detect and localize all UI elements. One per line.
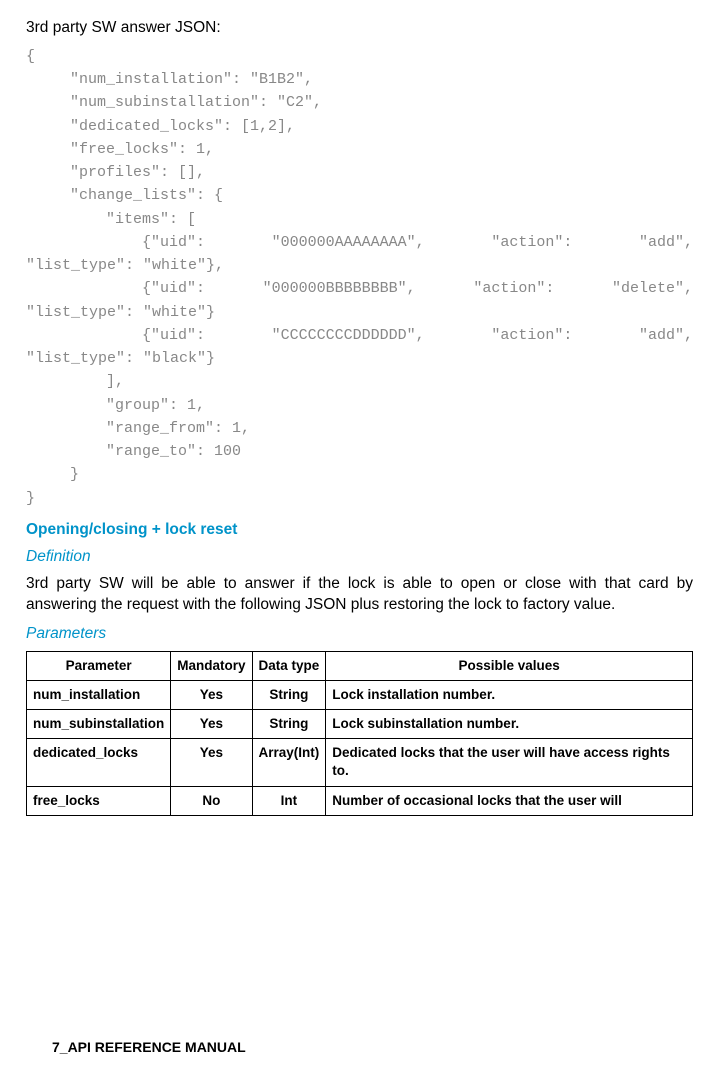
cell-datatype: String [252,680,326,709]
json-line: "range_to": 100 [26,440,693,463]
cell-parameter: num_installation [27,680,171,709]
definition-text: 3rd party SW will be able to answer if t… [26,574,693,616]
cell-parameter: dedicated_locks [27,739,171,786]
json-line: {"uid": "CCCCCCCCDDDDDD", "action": "add… [26,324,693,347]
th-datatype: Data type [252,651,326,680]
th-parameter: Parameter [27,651,171,680]
cell-values: Dedicated locks that the user will have … [326,739,693,786]
cell-mandatory: Yes [171,739,252,786]
table-row: free_locksNoIntNumber of occasional lock… [27,786,693,815]
parameters-table: Parameter Mandatory Data type Possible v… [26,651,693,816]
cell-values: Lock subinstallation number. [326,709,693,738]
section-heading: Opening/closing + lock reset [26,520,693,541]
cell-mandatory: No [171,786,252,815]
table-row: dedicated_locksYesArray(Int)Dedicated lo… [27,739,693,786]
cell-mandatory: Yes [171,680,252,709]
json-line: {"uid": "000000AAAAAAAA", "action": "add… [26,231,693,254]
cell-parameter: free_locks [27,786,171,815]
json-line: } [26,487,693,510]
json-line: "items": [ [26,208,693,231]
json-line: "list_type": "black"} [26,347,693,370]
json-line: { [26,45,693,68]
th-mandatory: Mandatory [171,651,252,680]
table-row: num_installationYesStringLock installati… [27,680,693,709]
table-header-row: Parameter Mandatory Data type Possible v… [27,651,693,680]
parameters-label: Parameters [26,624,693,645]
json-line: "range_from": 1, [26,417,693,440]
json-line: "list_type": "white"}, [26,254,693,277]
page-footer: 7_API REFERENCE MANUAL [52,1038,246,1057]
cell-datatype: Int [252,786,326,815]
json-line: "free_locks": 1, [26,138,693,161]
json-line: "change_lists": { [26,184,693,207]
json-line: ], [26,370,693,393]
cell-values: Number of occasional locks that the user… [326,786,693,815]
json-line: "list_type": "white"} [26,301,693,324]
cell-datatype: Array(Int) [252,739,326,786]
json-block: {"num_installation": "B1B2","num_subinst… [26,45,693,510]
json-line: "num_installation": "B1B2", [26,68,693,91]
table-row: num_subinstallationYesStringLock subinst… [27,709,693,738]
json-line: } [26,463,693,486]
cell-values: Lock installation number. [326,680,693,709]
json-line: "profiles": [], [26,161,693,184]
json-line: "group": 1, [26,394,693,417]
json-line: "dedicated_locks": [1,2], [26,115,693,138]
intro-text: 3rd party SW answer JSON: [26,18,693,39]
json-line: {"uid": "000000BBBBBBBB", "action": "del… [26,277,693,300]
definition-label: Definition [26,547,693,568]
json-line: "num_subinstallation": "C2", [26,91,693,114]
th-values: Possible values [326,651,693,680]
cell-mandatory: Yes [171,709,252,738]
cell-datatype: String [252,709,326,738]
cell-parameter: num_subinstallation [27,709,171,738]
